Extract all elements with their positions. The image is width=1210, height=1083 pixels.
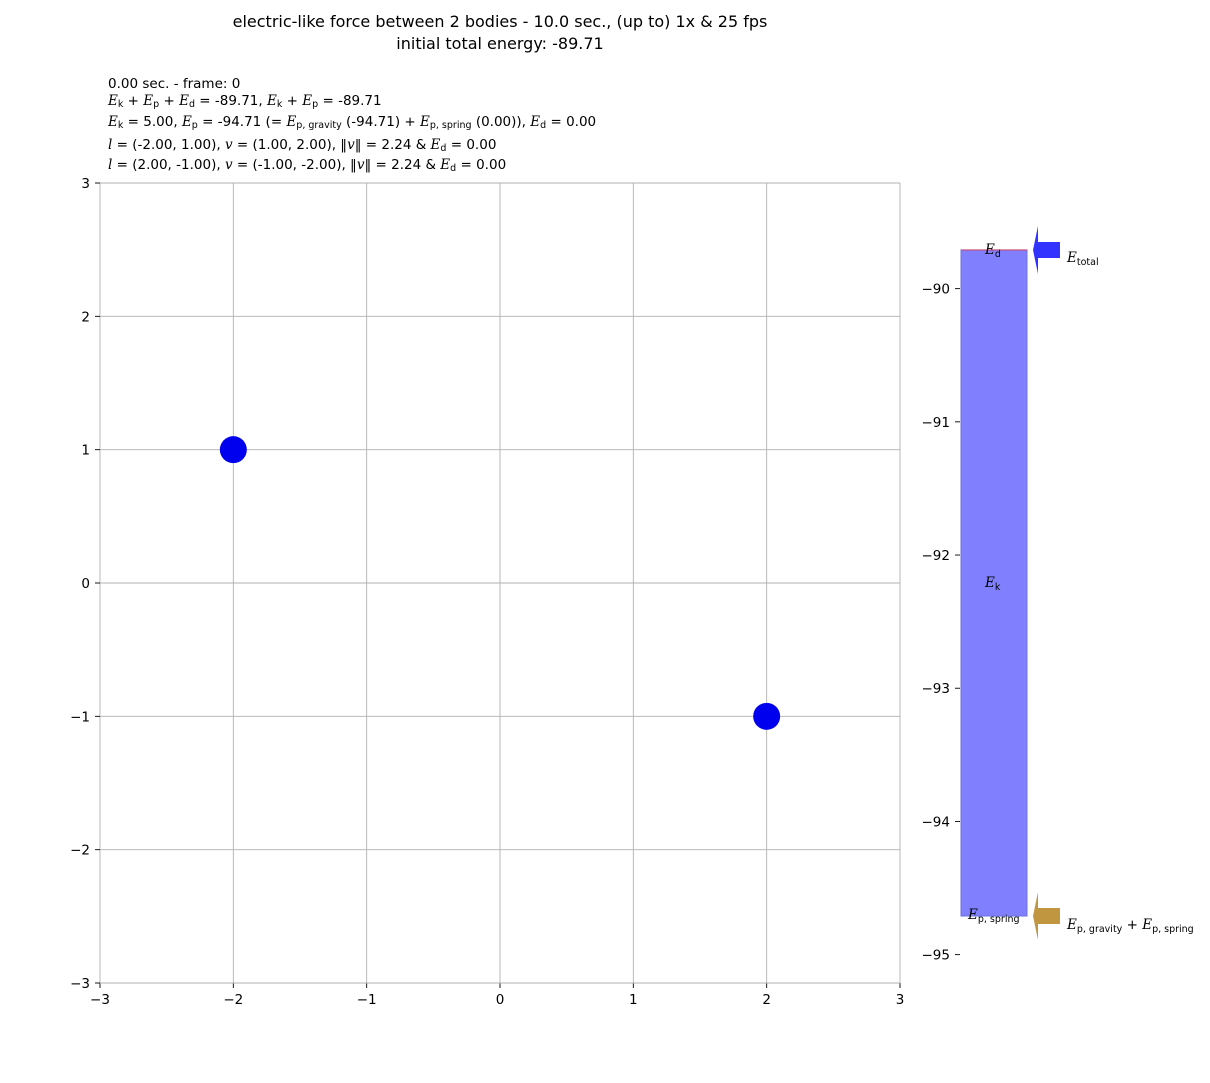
total-energy-label: Etotal [1066,250,1099,268]
x-tick-label: 1 [629,992,638,1008]
body-point [753,702,781,730]
x-tick-label: 2 [762,992,771,1008]
sum-kp-value: -89.71 [338,93,382,109]
body1-speed: 2.24 [381,137,412,153]
ep-gravity-value: (-94.71) [346,114,401,130]
energy-y-tick-label: −92 [922,548,951,564]
body1-ed: 0.00 [466,137,497,153]
ep-spring-label: Ep, spring [967,907,1020,925]
x-tick-label: 3 [896,992,905,1008]
y-tick-label: −1 [70,709,90,725]
body2-velocity: (-1.00, -2.00) [252,157,342,173]
ek-label: Ek [984,575,1001,593]
energy-y-tick-label: −95 [922,948,951,964]
y-tick-label: 1 [81,443,90,459]
x-tick-label: −2 [223,992,243,1008]
potential-energy-label: Ep, gravity + Ep, spring [1066,917,1194,935]
y-tick-label: −2 [70,843,90,859]
sum-all-value: -89.71 [214,93,259,109]
info-energy-sums: Ek + Ep + Ed = -89.71, Ek + Ep = -89.71 [108,93,382,110]
ep-spring-value: (0.00) [475,114,517,130]
total-energy-arrow [1033,226,1060,274]
energy-y-tick-label: −90 [922,282,951,298]
x-tick-label: −3 [90,992,110,1008]
y-tick-label: 3 [81,176,90,192]
ed-label: Ed [984,242,1001,260]
body2-position: (2.00, -1.00) [132,157,217,173]
ed-value: 0.00 [566,114,597,130]
ek-value: 5.00 [143,114,174,130]
x-tick-label: −1 [357,992,377,1008]
chart-title: electric-like force between 2 bodies - 1… [232,12,768,31]
info-energy-breakdown: Ek = 5.00, Ep = -94.71 (= Ep, gravity (-… [108,114,597,131]
body-point [219,436,247,464]
energy-y-tick-label: −91 [922,415,951,431]
energy-y-tick-label: −93 [922,681,951,697]
x-tick-label: 0 [496,992,505,1008]
info-body-2: l = (2.00, -1.00), v = (-1.00, -2.00), ‖… [108,157,507,174]
body1-velocity: (1.00, 2.00) [252,137,332,153]
info-body-1: l = (-2.00, 1.00), v = (1.00, 2.00), ‖v‖… [108,137,497,154]
y-tick-label: 2 [81,309,90,325]
kinetic-energy-bar [960,249,1028,917]
body2-ed: 0.00 [476,157,507,173]
ep-value: -94.71 [217,114,262,130]
body1-position: (-2.00, 1.00) [132,137,217,153]
y-tick-label: −3 [70,976,90,992]
body2-speed: 2.24 [391,157,422,173]
potential-energy-arrow [1033,892,1060,940]
info-time: 0.00 sec. - frame: 0 [108,76,241,92]
energy-y-tick-label: −94 [922,814,951,830]
y-tick-label: 0 [81,576,90,592]
chart-subtitle: initial total energy: -89.71 [396,34,604,53]
